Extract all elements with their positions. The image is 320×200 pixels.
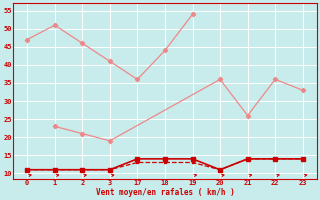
X-axis label: Vent moyen/en rafales ( km/h ): Vent moyen/en rafales ( km/h ) (96, 188, 234, 197)
